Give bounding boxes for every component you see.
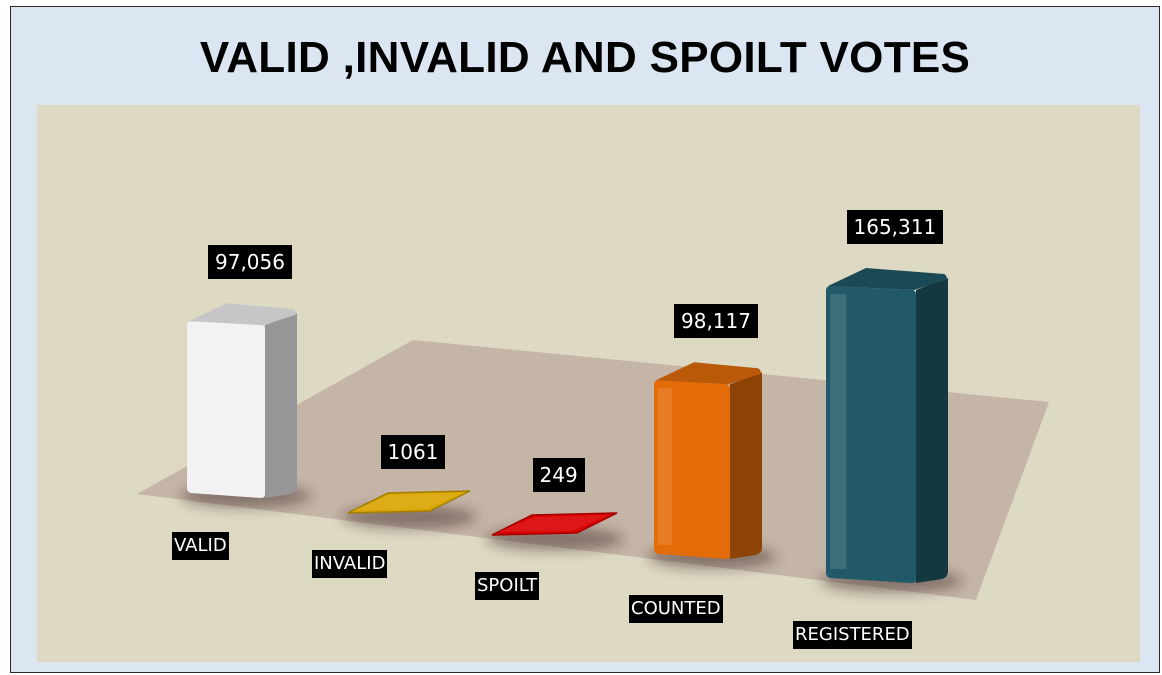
chart-title: VALID ,INVALID AND SPOILT VOTES: [199, 33, 971, 82]
bar-valid: [181, 303, 311, 508]
data-label: 98,117: [674, 304, 758, 339]
data-label: 1061: [380, 435, 446, 470]
category-label: SPOILT: [475, 572, 540, 600]
data-label: 165,311: [846, 210, 944, 244]
category-label: COUNTED: [629, 595, 723, 623]
category-label: INVALID: [312, 550, 388, 578]
data-label: 249: [532, 457, 585, 492]
bar-spoilt: [486, 512, 623, 551]
data-label: 97,056: [208, 245, 292, 280]
chart-canvas: [137, 268, 1049, 600]
chart-frame: VALID ,INVALID AND SPOILT VOTES 97,056 VA…: [10, 6, 1160, 673]
category-label: REGISTERED: [793, 621, 912, 649]
chart-floor: [137, 340, 1049, 600]
category-label: VALID: [172, 532, 229, 560]
bar-registered: [820, 268, 962, 593]
bar-counted: [648, 362, 776, 569]
bar-invalid: [342, 490, 476, 529]
